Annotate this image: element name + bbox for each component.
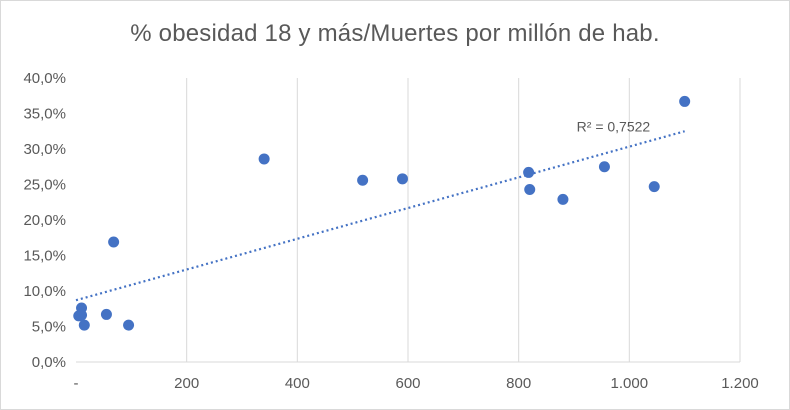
data-point [357, 174, 369, 186]
data-point [123, 319, 135, 331]
y-tick-label: 15,0% [23, 248, 66, 265]
x-tick-label: 1.200 [721, 375, 759, 392]
y-tick-label: 20,0% [23, 212, 66, 229]
data-points [73, 95, 691, 331]
data-point [679, 95, 691, 107]
x-tick-label: 400 [285, 375, 310, 392]
data-point [648, 181, 660, 193]
y-tick-label: 25,0% [23, 177, 66, 194]
y-tick-label: 10,0% [23, 283, 66, 300]
gridlines [186, 78, 741, 362]
data-point [523, 166, 535, 178]
y-tick-label: 0,0% [32, 354, 66, 371]
data-point [396, 173, 408, 185]
r-squared-label: R² = 0,7522 [577, 118, 651, 134]
y-tick-label: 30,0% [23, 141, 66, 158]
data-point [258, 153, 270, 165]
trendline [75, 130, 685, 302]
x-tick-labels: - 200 400 600 800 1.000 1.200 [74, 375, 759, 392]
data-point [100, 308, 112, 320]
x-tick-label: 600 [395, 375, 420, 392]
data-point [108, 236, 120, 248]
data-point [557, 193, 569, 205]
y-tick-label: 40,0% [23, 70, 66, 87]
x-tick-label: - [74, 375, 79, 392]
data-point [598, 161, 610, 173]
data-point [78, 319, 90, 331]
x-tick-label: 200 [174, 375, 199, 392]
data-point [76, 309, 88, 321]
data-point [524, 183, 536, 195]
y-tick-label: 5,0% [32, 319, 66, 336]
x-tick-label: 800 [506, 375, 531, 392]
x-tick-label: 1.000 [611, 375, 649, 392]
y-tick-label: 35,0% [23, 106, 66, 123]
chart-title: % obesidad 18 y más/Muertes por millón d… [130, 20, 660, 47]
y-tick-labels: 0,0% 5,0% 10,0% 15,0% 20,0% 25,0% 30,0% 35,0% 40… [23, 70, 66, 371]
